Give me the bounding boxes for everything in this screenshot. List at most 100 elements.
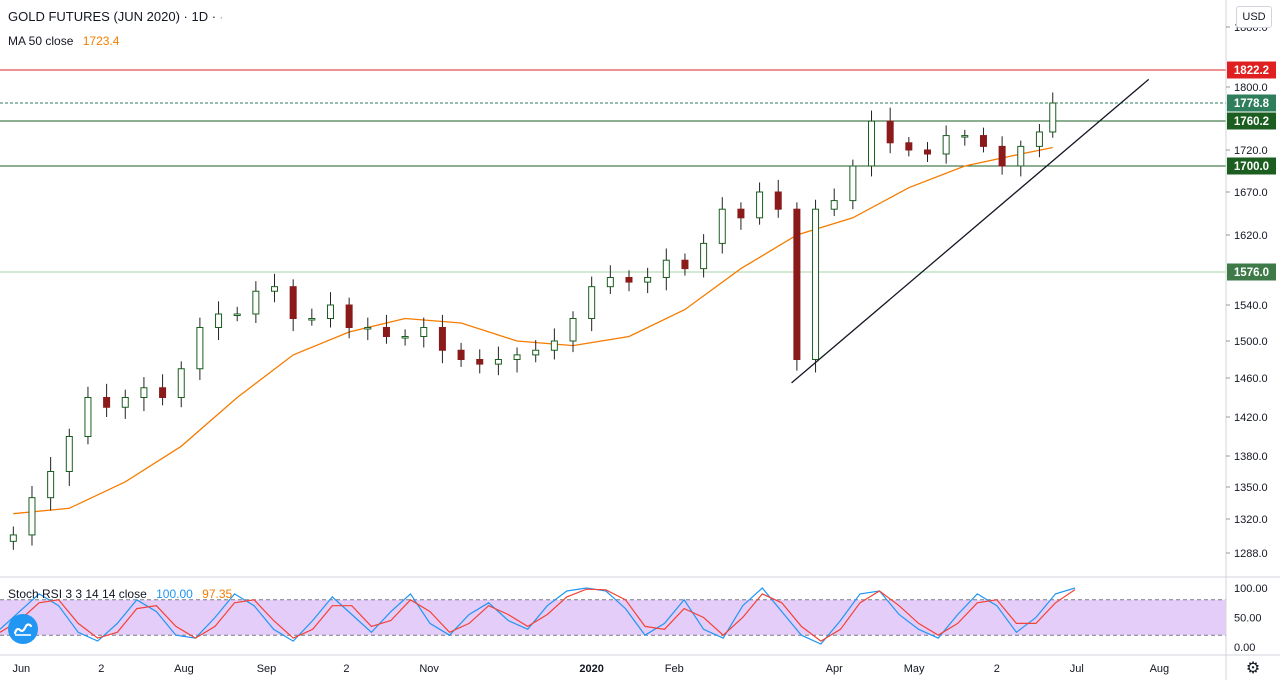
- candle-body: [830, 200, 838, 210]
- candle-body: [588, 286, 596, 319]
- candle-body: [345, 304, 353, 328]
- price-tick-label: 1350.0: [1234, 482, 1268, 494]
- candle-body: [457, 349, 465, 360]
- candle-body: [28, 497, 36, 536]
- time-tick-label: Jul: [1070, 663, 1084, 675]
- ma-50-path: [13, 146, 1053, 515]
- level-tag: [1227, 112, 1276, 130]
- level-tag-label: 1576.0: [1234, 267, 1269, 279]
- candle-body: [812, 208, 820, 360]
- time-tick-label: 2: [994, 663, 1000, 675]
- candle-body: [121, 397, 129, 408]
- candle-body: [923, 149, 931, 155]
- candle-body: [625, 277, 633, 283]
- ma-value: 1723.4: [82, 34, 120, 48]
- candle-body: [961, 135, 969, 138]
- candle-body: [271, 286, 279, 292]
- candle-body: [681, 259, 689, 270]
- candle-body: [401, 336, 409, 339]
- candle-body: [942, 135, 950, 155]
- candle-body: [550, 340, 558, 351]
- price-tick-label: 1288.0: [1234, 548, 1268, 560]
- level-tag: [1227, 61, 1276, 79]
- rsi-tick-label: 50.00: [1234, 613, 1262, 625]
- candle-body: [65, 436, 73, 472]
- stoch-k-value: 100.00: [156, 587, 193, 601]
- legend-more-dots[interactable]: ·: [219, 10, 224, 24]
- candle-body: [532, 349, 540, 356]
- stoch-rsi-pane: [0, 587, 1226, 645]
- candle-body: [103, 397, 111, 408]
- level-tag: [1227, 94, 1276, 112]
- candle-body: [494, 359, 502, 365]
- time-tick-label: 2: [98, 663, 104, 675]
- candle-body: [868, 120, 876, 167]
- chart-title: GOLD FUTURES (JUN 2020) · 1D ·: [8, 9, 217, 24]
- time-tick-label: Nov: [419, 663, 439, 675]
- candle-body: [326, 304, 334, 319]
- settings-gear-icon[interactable]: ⚙: [1245, 660, 1261, 677]
- level-tag-label: 1822.2: [1234, 65, 1269, 77]
- currency-button[interactable]: USD: [1236, 6, 1272, 28]
- rsi-tick-label: 0.00: [1234, 642, 1255, 654]
- stoch-rsi-k-line: [0, 587, 1076, 645]
- candle-body: [606, 277, 614, 288]
- ma-label: MA 50 close: [8, 34, 74, 48]
- candle-body: [438, 327, 446, 351]
- price-tick-label: 1380.0: [1234, 451, 1268, 463]
- level-tag-label: 1700.0: [1234, 161, 1269, 173]
- candle-body: [215, 313, 223, 328]
- price-tick-label: 1620.0: [1234, 230, 1268, 242]
- candle-body: [233, 313, 241, 316]
- candle-body: [569, 318, 577, 342]
- trendline: [791, 78, 1150, 384]
- tradingview-logo-icon[interactable]: [8, 614, 38, 644]
- time-tick-label: May: [904, 663, 925, 675]
- candle-body: [905, 142, 913, 151]
- candle-body: [9, 534, 17, 542]
- candle-body: [252, 290, 260, 315]
- price-tick-label: 1500.0: [1234, 336, 1268, 348]
- candle-body: [1017, 145, 1025, 167]
- candle-body: [886, 120, 894, 144]
- time-tick-label: 2020: [579, 663, 603, 675]
- chart-title-row: GOLD FUTURES (JUN 2020) · 1D · ·: [8, 9, 223, 24]
- horizontal-levels: [0, 69, 1226, 273]
- candle-body: [662, 259, 670, 278]
- level-tag: [1227, 157, 1276, 175]
- candle-body: [737, 208, 745, 219]
- stoch-rsi-label: Stoch RSI 3 3 14 14 close: [8, 587, 147, 601]
- candle-body: [849, 165, 857, 202]
- level-tag-label: 1760.2: [1234, 116, 1269, 128]
- price-tick-label: 1720.0: [1234, 145, 1268, 157]
- time-tick-label: Aug: [174, 663, 194, 675]
- candle-body: [289, 286, 297, 319]
- time-tick-label: Sep: [257, 663, 277, 675]
- candle-body: [979, 135, 987, 147]
- candle-body: [382, 327, 390, 337]
- candle-body: [476, 359, 484, 365]
- candlesticks: [9, 92, 1057, 550]
- candle-body: [140, 387, 148, 398]
- level-tag-label: 1778.8: [1234, 98, 1270, 110]
- candle-body: [308, 318, 316, 321]
- price-tick-label: 1320.0: [1234, 514, 1268, 526]
- candle-body: [718, 208, 726, 244]
- time-tick-label: 2: [343, 663, 349, 675]
- time-tick-label: Jun: [12, 663, 30, 675]
- price-tick-label: 1800.0: [1234, 82, 1268, 94]
- candle-body: [700, 242, 708, 270]
- stoch-rsi-d-line: [0, 588, 1076, 642]
- candle-body: [84, 397, 92, 437]
- stoch-d-value: 97.35: [202, 587, 233, 601]
- time-tick-label: Feb: [665, 663, 684, 675]
- candle-body: [196, 327, 204, 370]
- candle-body: [47, 471, 55, 499]
- ma-50-line: [13, 146, 1053, 515]
- candle-body: [159, 387, 167, 398]
- price-tick-label: 1670.0: [1234, 187, 1268, 199]
- price-tick-label: 1420.0: [1234, 412, 1268, 424]
- level-tag: [1227, 263, 1276, 281]
